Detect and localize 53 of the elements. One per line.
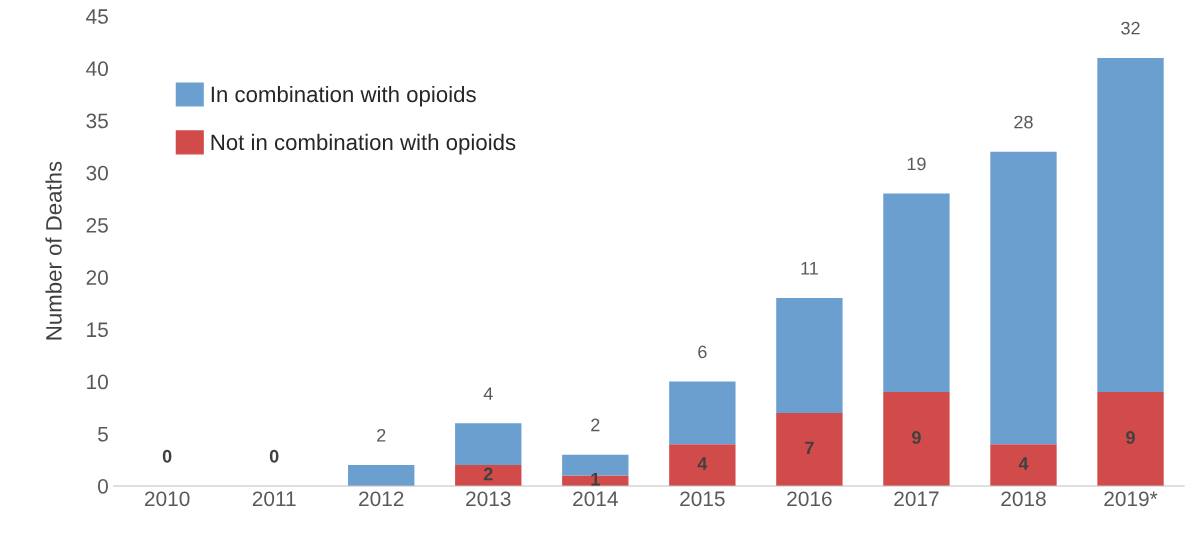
bar [1097, 57, 1164, 393]
bar [776, 412, 843, 486]
data-label: 28 [1014, 115, 1033, 129]
data-label: 4 [483, 387, 493, 400]
x-tick-label: 2011 [252, 491, 296, 507]
data-label: 32 [1121, 21, 1140, 35]
data-label: 0 [269, 449, 279, 463]
bar [776, 298, 843, 413]
data-label: 4 [697, 457, 708, 470]
x-tick-label: 2016 [787, 491, 832, 507]
data-label: 0 [162, 449, 172, 463]
x-tick-label: 2010 [145, 491, 190, 507]
bar [669, 381, 736, 445]
x-tick-label: 2014 [573, 491, 618, 507]
legend-label: Not in combination with opioids [211, 133, 516, 155]
bar [455, 465, 522, 486]
y-tick-label: 25 [86, 217, 108, 233]
data-label: 2 [591, 418, 600, 432]
y-tick-label: 30 [86, 165, 108, 181]
y-tick-label: 40 [86, 61, 108, 77]
y-tick-label: 10 [87, 374, 108, 390]
y-axis-title: Number of Deaths [45, 161, 62, 340]
data-label: 9 [912, 431, 921, 444]
data-label: 2 [483, 467, 493, 481]
x-tick-label: 2013 [466, 491, 511, 507]
data-label: 4 [1018, 457, 1029, 470]
data-label: 2 [377, 428, 386, 442]
bar [1097, 392, 1164, 486]
y-tick-label: 45 [86, 9, 108, 24]
data-label: 1 [591, 473, 600, 486]
bar [455, 423, 522, 466]
bar [669, 444, 736, 486]
x-tick-label: 2019* [1104, 491, 1158, 507]
y-tick-label: 35 [86, 113, 108, 129]
bar [348, 465, 415, 486]
y-tick-label: 0 [97, 478, 108, 494]
data-label: 7 [805, 441, 814, 455]
y-tick-label: 15 [87, 322, 108, 338]
bar [883, 193, 950, 393]
bar [883, 392, 950, 486]
data-label: 9 [1126, 431, 1135, 444]
x-tick-label: 2012 [359, 491, 404, 507]
bar [990, 444, 1057, 486]
y-tick-label: 5 [98, 426, 108, 442]
data-label: 11 [801, 262, 818, 275]
data-label: 19 [907, 157, 926, 171]
legend-label: In combination with opioids [211, 85, 476, 107]
x-tick-label: 2015 [680, 491, 725, 507]
data-label: 6 [698, 345, 707, 359]
x-tick-label: 2017 [894, 491, 939, 507]
y-tick-label: 20 [86, 270, 108, 285]
x-tick-label: 2018 [1001, 491, 1046, 507]
bar [990, 151, 1057, 445]
